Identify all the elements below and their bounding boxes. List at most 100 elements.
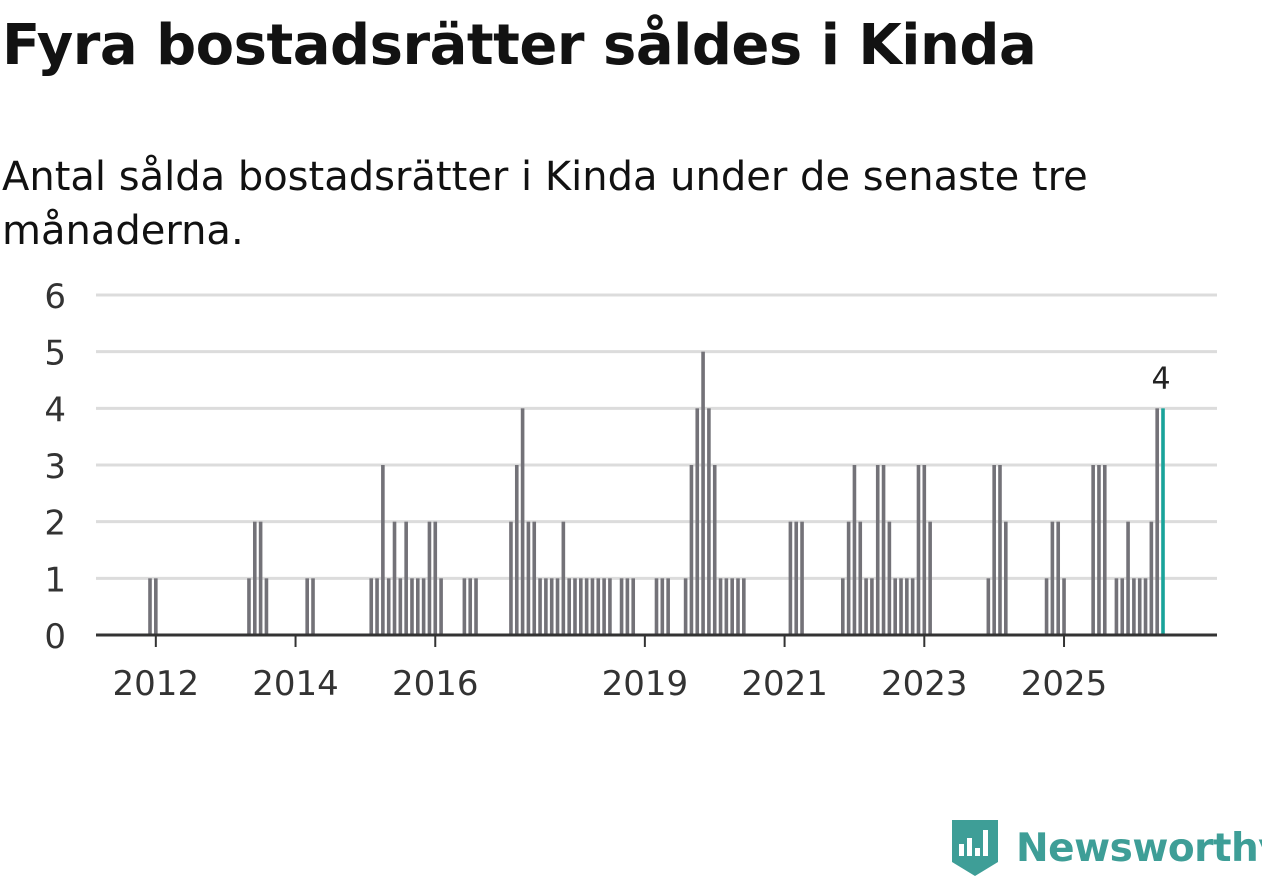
bar (573, 578, 577, 635)
bar (590, 578, 595, 635)
bar (1132, 578, 1136, 635)
bar (1114, 578, 1119, 635)
bar (462, 578, 467, 635)
newsworthy-logo-icon (952, 820, 998, 876)
bar (916, 465, 921, 635)
x-tick-label: 2023 (881, 664, 968, 704)
bar (410, 578, 414, 635)
y-tick-label: 0 (44, 617, 66, 657)
x-tick-label: 2021 (741, 664, 828, 704)
bar (707, 408, 711, 635)
bar (1044, 578, 1049, 635)
bar (1120, 578, 1125, 635)
bar (381, 465, 385, 635)
bar (660, 578, 665, 635)
x-tick-label: 2025 (1021, 664, 1108, 704)
bar (689, 465, 694, 635)
bar (625, 578, 630, 635)
y-tick-label: 1 (44, 560, 66, 600)
x-tick-label: 2016 (392, 664, 479, 704)
bar (1149, 521, 1154, 635)
bar (870, 578, 874, 635)
bar (666, 578, 670, 635)
bar (730, 578, 734, 635)
bar (875, 465, 880, 635)
bar (986, 578, 991, 635)
bar (683, 578, 688, 635)
bar (800, 521, 804, 635)
bar (724, 578, 729, 635)
bar (584, 578, 589, 635)
bar (608, 578, 612, 635)
bar (852, 465, 857, 635)
bar (305, 578, 309, 635)
bar (602, 578, 606, 635)
bars (148, 351, 1165, 635)
bar (840, 578, 845, 635)
bar (474, 578, 478, 635)
bar-chart: 0 1 2 3 4 5 6 2012 2014 2016 2019 2021 2023 2025 4 (44, 277, 1217, 704)
bar (311, 578, 315, 635)
bar (1056, 521, 1061, 635)
bar (1097, 465, 1101, 635)
highlight-bar (1161, 408, 1165, 635)
gridlines (96, 293, 1217, 580)
bar (992, 465, 996, 635)
bar (369, 578, 374, 635)
x-tick-label: 2014 (252, 664, 339, 704)
bar (544, 578, 548, 635)
bar (1004, 521, 1008, 635)
bar (922, 465, 927, 635)
bar (736, 578, 740, 635)
bar (712, 465, 717, 635)
y-tick-label: 2 (44, 504, 66, 544)
bar (404, 521, 408, 635)
bar (654, 578, 659, 635)
bar (695, 408, 700, 635)
x-tick-label: 2012 (113, 664, 200, 704)
bar (596, 578, 601, 635)
bar (1137, 578, 1142, 635)
bar (532, 521, 537, 635)
bar (509, 521, 513, 635)
bar (258, 521, 263, 635)
bar (846, 521, 851, 635)
bar (579, 578, 583, 635)
bar (619, 578, 624, 635)
chart-title: Fyra bostadsrätter såldes i Kinda (2, 13, 1037, 78)
bar (701, 351, 705, 635)
y-tick-label: 4 (44, 390, 66, 430)
bar (1126, 521, 1130, 635)
bar (567, 578, 571, 635)
bar (864, 578, 868, 635)
bar (1143, 578, 1148, 635)
newsworthy-logo-text: Newsworthy (1016, 825, 1262, 871)
highlight-value-label: 4 (1151, 361, 1170, 396)
x-axis-ticks: 2012 2014 2016 2019 2021 2023 2025 (113, 635, 1108, 704)
bar (514, 465, 519, 635)
bar (427, 521, 432, 635)
bar (788, 521, 793, 635)
bar (1155, 408, 1159, 635)
bar (794, 521, 799, 635)
y-tick-label: 6 (44, 277, 66, 317)
chart-subtitle: Antal sålda bostadsrätter i Kinda under … (2, 154, 1088, 254)
bar (742, 578, 746, 635)
bar (998, 465, 1002, 635)
bar (415, 578, 420, 635)
y-axis-ticks: 0 1 2 3 4 5 6 (44, 277, 66, 657)
bar (247, 578, 251, 635)
y-tick-label: 3 (44, 447, 66, 487)
bar (538, 578, 542, 635)
newsworthy-logo: Newsworthy (950, 818, 1262, 878)
bar (154, 578, 158, 635)
annotations: 4 (1151, 361, 1170, 396)
bar (1102, 465, 1107, 635)
bar (549, 578, 554, 635)
bar (899, 578, 903, 635)
bar (526, 521, 531, 635)
bar (1050, 521, 1055, 635)
bar (468, 578, 473, 635)
bar (555, 578, 560, 635)
y-tick-label: 5 (44, 334, 66, 374)
